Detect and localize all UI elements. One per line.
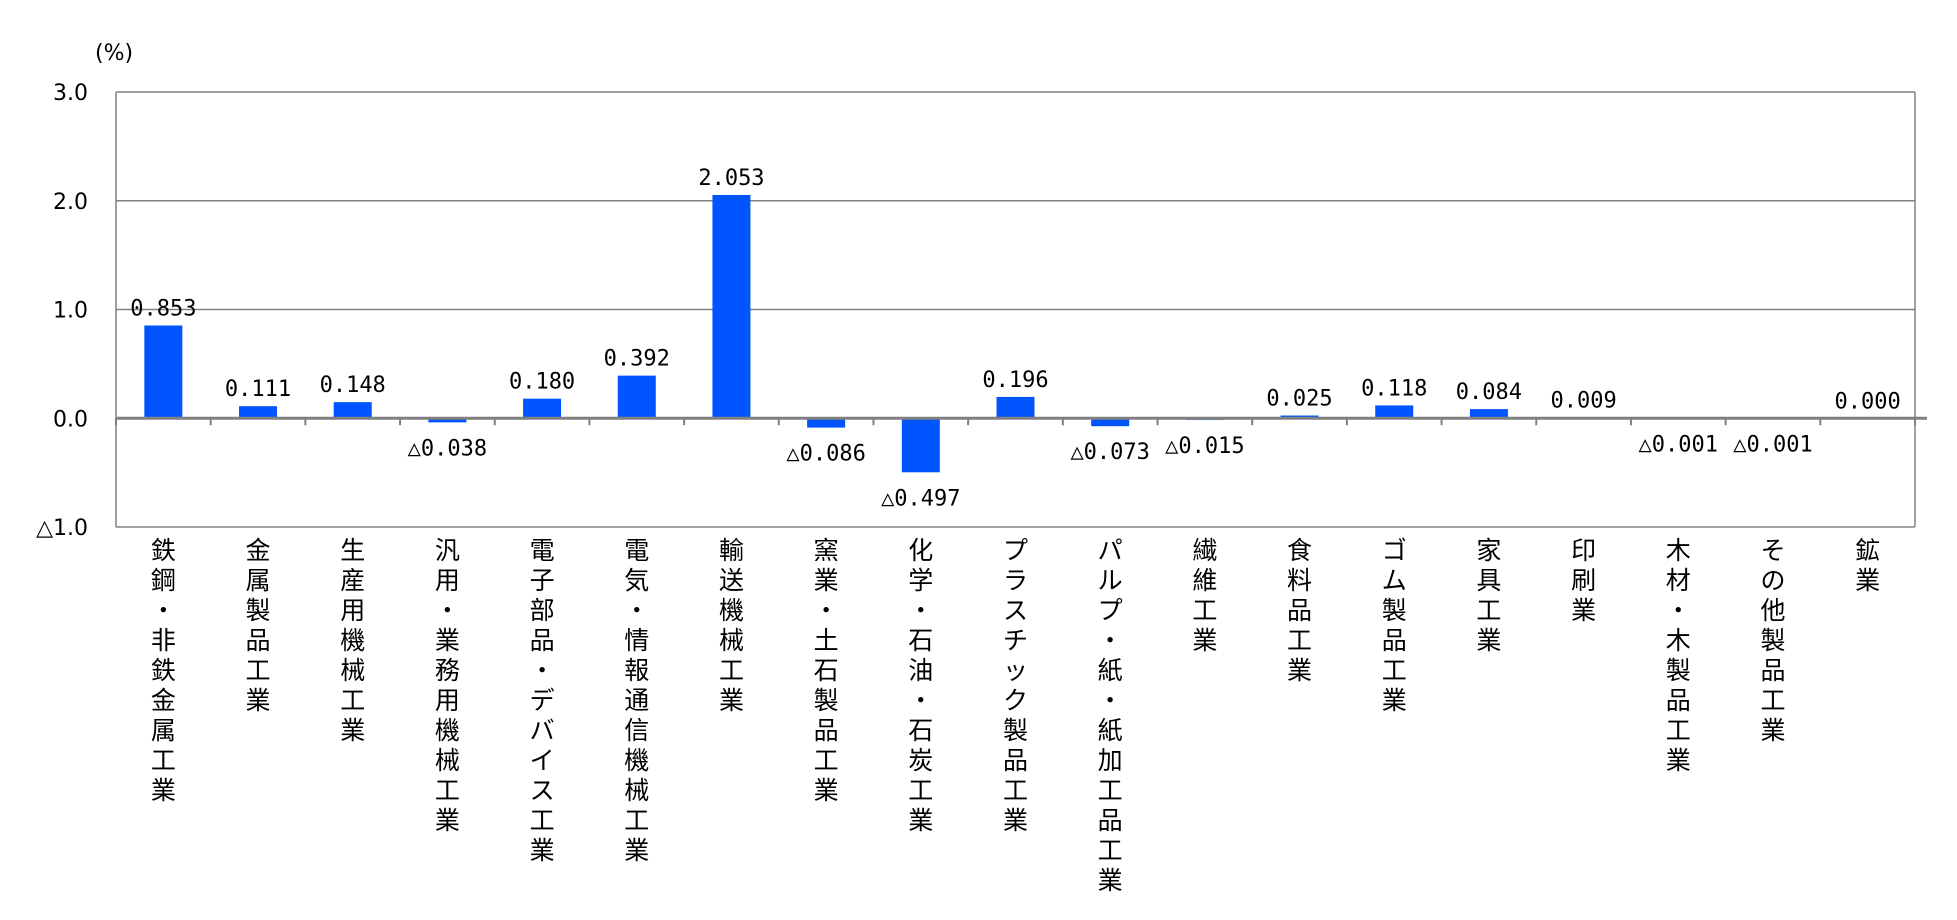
bar [712, 194, 751, 419]
category-label: 繊維工業 [1192, 536, 1217, 655]
y-axis-unit-label: (%) [95, 41, 133, 66]
category-label: 鉱業 [1855, 536, 1880, 595]
bars [144, 194, 1792, 473]
data-label: △0.015 [1165, 434, 1244, 459]
category-label: 生産用機械工業 [340, 536, 365, 745]
data-labels: 0.853 0.111 0.148 △0.038 0.180 0.392 2.053 △0.0… [130, 166, 1901, 511]
data-label: 0.009 [1550, 388, 1616, 413]
category-label: 電子部品・デバイス工業 [530, 536, 555, 865]
data-label: △0.497 [881, 486, 960, 511]
category-label: 木材・木製品工業 [1666, 536, 1691, 775]
data-label: 0.180 [509, 370, 575, 395]
data-label: △0.038 [408, 436, 487, 461]
bar [996, 396, 1035, 419]
category-label: 家具工業 [1476, 536, 1501, 655]
data-label: △0.001 [1733, 432, 1812, 457]
bar [333, 402, 372, 419]
data-label: 0.111 [225, 377, 291, 402]
y-tick-label: △1.0 [36, 516, 88, 541]
data-label: △0.073 [1070, 440, 1149, 465]
data-label: 0.025 [1266, 387, 1332, 412]
y-tick-label: 2.0 [53, 190, 88, 215]
data-label: 2.053 [698, 166, 764, 191]
data-label: 0.118 [1361, 376, 1427, 401]
bar [901, 418, 940, 473]
bar [617, 375, 656, 419]
category-label: 食料品工業 [1287, 536, 1312, 685]
category-label: パルプ・紙・紙加工品工業 [1098, 536, 1123, 895]
data-label: 0.084 [1456, 380, 1522, 405]
y-axis-tick-labels: 3.0 2.0 1.0 0.0 △1.0 [36, 81, 88, 541]
category-label: 鉄鋼・非鉄金属工業 [151, 536, 176, 805]
category-label: 化学・石油・石炭工業 [908, 536, 933, 835]
category-label: 窯業・土石製品工業 [814, 536, 839, 805]
y-tick-label: 1.0 [53, 299, 88, 324]
category-label: 金属製品工業 [246, 536, 271, 715]
category-labels: 鉄鋼・非鉄金属工業 金属製品工業 生産用機械工業 汎用・業務用機械工業 電子部品・デバイ… [151, 536, 1880, 895]
category-label: プラスチック製品工業 [1003, 536, 1028, 835]
data-label: △0.001 [1639, 432, 1718, 457]
data-label: 0.392 [604, 347, 670, 372]
category-label: 印刷業 [1571, 536, 1596, 625]
y-tick-label: 3.0 [53, 81, 88, 106]
bar [239, 406, 278, 419]
bar [144, 325, 183, 419]
bar [1091, 418, 1130, 427]
gridlines [115, 91, 1916, 528]
category-label: 電気・情報通信機械工業 [624, 536, 649, 865]
data-label: 0.853 [130, 296, 196, 321]
category-label: ゴム製品工業 [1382, 536, 1407, 715]
bar [1375, 405, 1414, 419]
category-label: 汎用・業務用機械工業 [435, 536, 460, 835]
bar [807, 418, 846, 428]
category-label: 輸送機械工業 [719, 536, 744, 715]
data-label: 0.148 [320, 373, 386, 398]
data-label: 0.000 [1835, 389, 1901, 414]
category-label: その他製品工業 [1760, 536, 1785, 745]
bar [523, 398, 562, 419]
bar [1469, 409, 1508, 419]
data-label: 0.196 [982, 368, 1048, 393]
data-label: △0.086 [786, 442, 865, 467]
zero-axis [115, 416, 1927, 426]
y-tick-label: 0.0 [53, 407, 88, 432]
bar [428, 418, 467, 423]
